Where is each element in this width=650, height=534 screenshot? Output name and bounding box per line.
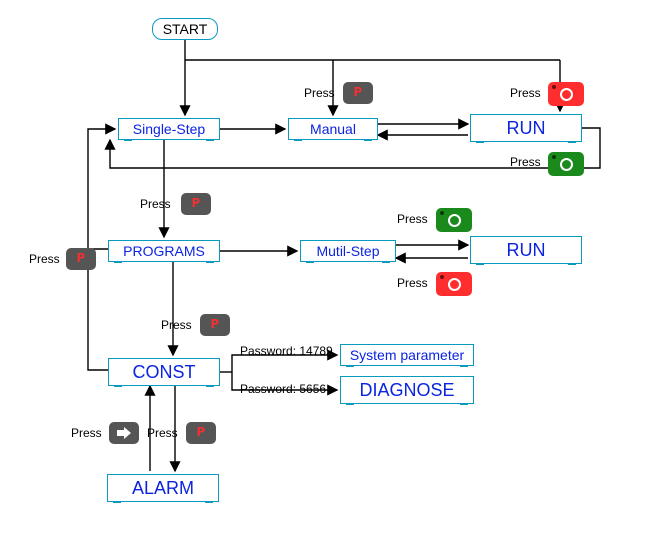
- label-press-run1-b: Press: [510, 155, 541, 169]
- label-press-alarm-l: Press: [71, 426, 102, 440]
- node-diagnose: DIAGNOSE: [340, 376, 474, 404]
- node-run-1: RUN: [470, 114, 582, 142]
- node-run-2: RUN: [470, 236, 582, 264]
- node-alarm: ALARM: [107, 474, 219, 502]
- node-start: START: [152, 18, 218, 40]
- node-manual: Manual: [288, 118, 378, 140]
- label-password-2: Password: 5656: [240, 382, 326, 396]
- p-badge-left: P: [66, 248, 96, 270]
- p-badge-ssprog: P: [181, 193, 211, 215]
- p-badge-top: P: [343, 82, 373, 104]
- node-mutil-step: Mutil-Step: [300, 240, 396, 262]
- record-icon-r2: [436, 272, 472, 296]
- p-badge-alarm: P: [186, 422, 216, 444]
- arrow-right-icon: [109, 422, 139, 444]
- label-press-run2-b: Press: [397, 276, 428, 290]
- node-programs: PROGRAMS: [108, 240, 220, 262]
- run-icon-r1: [548, 152, 584, 176]
- node-const: CONST: [108, 358, 220, 386]
- record-icon-top: [548, 82, 584, 106]
- edge-left_prog_ss: [88, 129, 115, 249]
- label-press-top-run: Press: [510, 86, 541, 100]
- label-press-top-p: Press: [304, 86, 335, 100]
- node-system-parameter: System parameter: [340, 344, 474, 366]
- node-single-step: Single-Step: [118, 118, 220, 140]
- label-press-run2-t: Press: [397, 212, 428, 226]
- label-press-left: Press: [29, 252, 60, 266]
- label-press-alarm-r: Press: [147, 426, 178, 440]
- label-press-ss-prog: Press: [140, 197, 171, 211]
- p-badge-progc: P: [200, 314, 230, 336]
- flowchart-edges: [0, 0, 650, 534]
- label-press-prog-c: Press: [161, 318, 192, 332]
- run-icon-r2: [436, 208, 472, 232]
- label-password-1: Password: 14789: [240, 344, 333, 358]
